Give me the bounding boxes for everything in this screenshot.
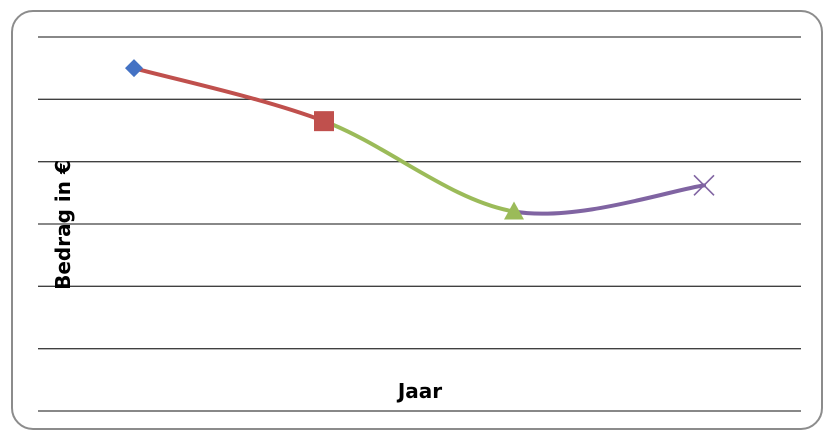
series-line <box>132 66 706 216</box>
x-axis-label: Jaar <box>396 379 442 403</box>
data-point-x <box>693 174 715 196</box>
data-point-square <box>314 111 334 132</box>
gridlines <box>38 36 801 412</box>
data-point-triangle <box>504 201 524 220</box>
data-point-diamond <box>125 59 143 78</box>
y-axis-label: Bedrag in € <box>51 160 75 290</box>
chart-frame <box>11 10 823 430</box>
line-segment <box>512 183 706 216</box>
line-segment <box>322 119 516 214</box>
line-segment <box>132 66 326 124</box>
data-markers <box>125 59 715 220</box>
